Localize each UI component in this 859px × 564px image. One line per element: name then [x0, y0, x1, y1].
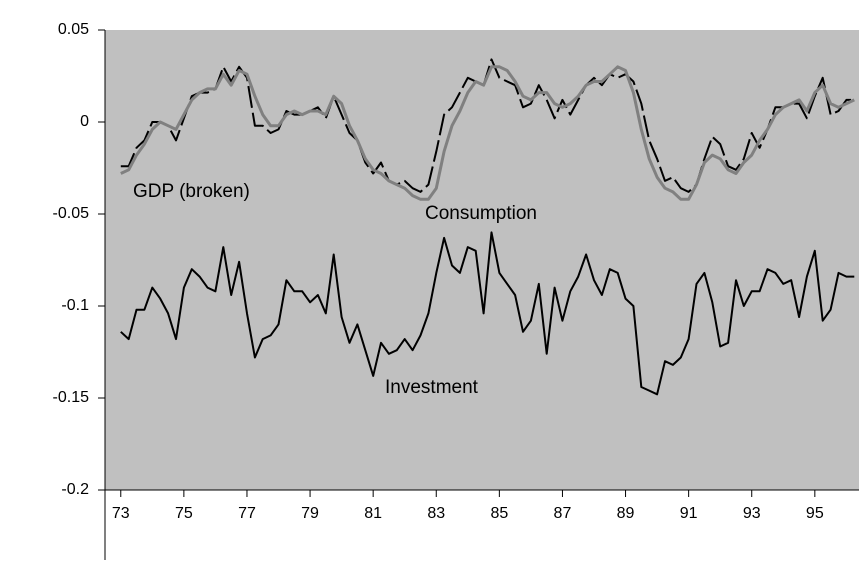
y-tick-label: -0.1 — [61, 297, 89, 314]
x-tick-label: 73 — [112, 505, 130, 522]
series-line — [120, 231, 855, 396]
x-tick-label: 81 — [364, 505, 382, 522]
series-label: Investment — [385, 377, 479, 398]
y-tick-label: -0.2 — [61, 481, 89, 498]
x-tick-label: 83 — [427, 505, 445, 522]
x-tick-label: 93 — [743, 505, 761, 522]
x-tick-label: 79 — [301, 505, 319, 522]
x-tick-label: 87 — [554, 505, 572, 522]
x-tick-label: 89 — [617, 505, 635, 522]
y-tick-label: -0.05 — [53, 205, 90, 222]
y-tick-label: 0 — [80, 113, 89, 130]
plot-area — [105, 30, 859, 490]
plot-background — [105, 30, 859, 490]
x-tick-label: 77 — [238, 505, 256, 522]
series-label: Consumption — [425, 203, 537, 224]
y-tick-label: 0.05 — [58, 21, 89, 38]
y-tick-label: -0.15 — [53, 389, 90, 406]
series-line — [120, 65, 855, 201]
x-tick-label: 85 — [490, 505, 508, 522]
x-tick-label: 75 — [175, 505, 193, 522]
x-tick-label: 91 — [680, 505, 698, 522]
series-label: GDP (broken) — [133, 181, 250, 202]
x-tick-label: 95 — [806, 505, 824, 522]
